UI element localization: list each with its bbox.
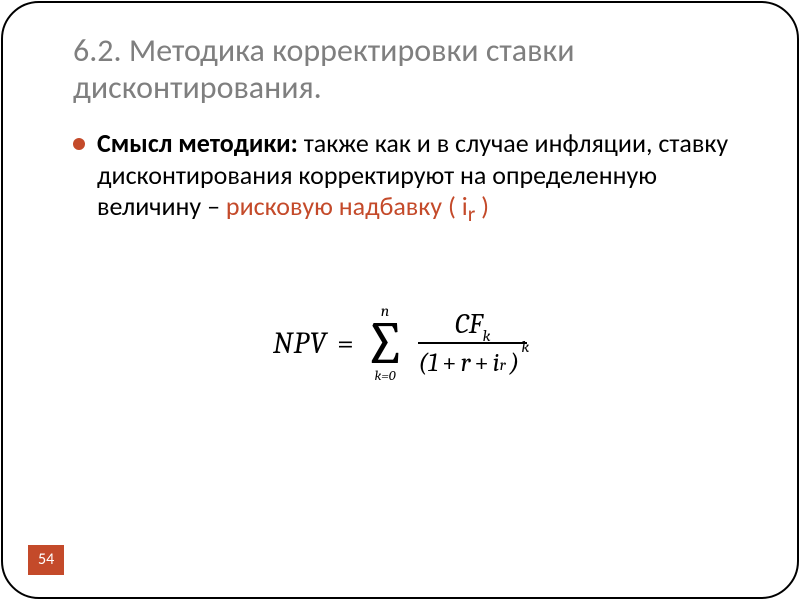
bullet-lead: Смысл методики: xyxy=(97,127,298,159)
formula-fraction: CFk (1 + r + ir )k xyxy=(418,308,527,378)
bullet-dot-icon xyxy=(73,138,85,150)
den-r: r xyxy=(461,348,471,378)
sum-lower-limit: k=0 xyxy=(374,369,395,383)
den-close: ) xyxy=(510,348,520,378)
den-power-k: k xyxy=(521,338,529,356)
page-number-badge: 54 xyxy=(28,545,64,575)
den-i: i xyxy=(493,348,500,378)
fraction-denominator: (1 + r + ir )k xyxy=(418,344,527,378)
numerator-sub-k: k xyxy=(483,327,491,345)
formula-lhs: NPV xyxy=(273,326,327,361)
formula-summation: n ∑ k=0 xyxy=(364,303,406,383)
den-plus-2: + xyxy=(474,348,488,378)
den-i-sub: r xyxy=(500,356,506,374)
den-open: (1 xyxy=(418,348,438,378)
slide-title: 6.2. Методика корректировки ставки диско… xyxy=(73,33,727,107)
formula-equals: = xyxy=(337,326,354,361)
slide-frame: 6.2. Методика корректировки ставки диско… xyxy=(1,1,799,599)
formula-container: NPV = n ∑ k=0 CFk (1 + r + ir )k xyxy=(3,303,797,383)
bullet-accent: рисковую надбавку ( ir ) xyxy=(226,190,489,222)
fraction-numerator: CFk xyxy=(449,308,497,342)
bullet-text: Смысл методики: также как и в случае инф… xyxy=(97,128,737,228)
bullet-item: Смысл методики: также как и в случае инф… xyxy=(73,128,737,228)
den-plus-1: + xyxy=(442,348,456,378)
bullet-accent-tail: ) xyxy=(475,190,489,222)
sigma-icon: ∑ xyxy=(364,317,406,371)
slide-body: Смысл методики: также как и в случае инф… xyxy=(73,128,737,228)
bullet-accent-main: рисковую надбавку ( i xyxy=(226,190,468,222)
npv-formula: NPV = n ∑ k=0 CFk (1 + r + ir )k xyxy=(273,303,527,383)
numerator-cf: CF xyxy=(455,308,483,340)
